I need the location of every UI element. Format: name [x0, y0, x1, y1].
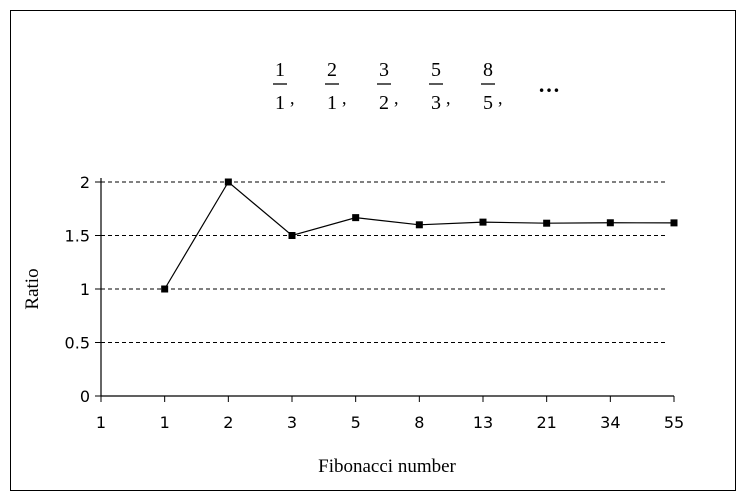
y-tick-label: 0: [80, 387, 90, 406]
chart-frame: [10, 10, 736, 491]
x-tick-label: 5: [351, 413, 361, 432]
data-point: [415, 221, 423, 229]
y-tick-label: 0.5: [65, 334, 90, 353]
x-axis-label: Fibonacci number: [318, 456, 456, 477]
fraction-denominator: 1: [275, 92, 285, 114]
fraction-denominator: 3: [431, 92, 441, 114]
fraction-comma: ,: [394, 88, 399, 108]
x-tick-label: 55: [664, 413, 684, 432]
fraction-comma: ,: [290, 88, 295, 108]
y-tick-label: 1: [80, 280, 90, 299]
axes: [100, 178, 675, 402]
fraction-numerator: 2: [327, 59, 337, 81]
x-tick-label: 2: [223, 413, 233, 432]
fraction-denominator: 2: [379, 92, 389, 114]
title-fraction: 8 5,: [481, 59, 503, 114]
data-point: [352, 214, 360, 222]
title-fraction: 5 3,: [429, 59, 451, 114]
x-tick-label: 34: [600, 413, 620, 432]
fraction-numerator: 1: [275, 59, 285, 81]
x-tick-labels: 1 1 2 3 5 8 13 21 34 55: [96, 413, 684, 432]
data-point: [288, 232, 296, 239]
title-fraction: 2 1,: [325, 59, 347, 114]
data-point: [161, 285, 169, 293]
y-tick-label: 1.5: [65, 227, 90, 246]
y-axis-label: Ratio: [22, 268, 43, 309]
x-tick-label: 3: [287, 413, 297, 432]
title-fraction: 1 1,: [273, 59, 295, 114]
data-point: [479, 218, 487, 226]
x-tick-label: 13: [473, 413, 493, 432]
title-fraction: 3 2,: [377, 59, 399, 114]
fraction-numerator: 3: [379, 59, 389, 81]
x-tick-label: 1: [160, 413, 170, 432]
chart-title: 11,21,32,53,85,…: [273, 59, 560, 114]
fraction-comma: ,: [498, 88, 503, 108]
data-point: [543, 219, 551, 227]
fraction-comma: ,: [446, 88, 451, 108]
x-tick-label: 21: [536, 413, 556, 432]
data-point: [670, 219, 678, 227]
x-tick-label: 1: [96, 413, 106, 432]
data-point: [606, 219, 614, 227]
fraction-numerator: 8: [483, 59, 493, 81]
data-points: [161, 178, 678, 293]
data-point: [224, 178, 232, 186]
y-tick-label: 2: [80, 173, 90, 192]
fraction-comma: ,: [342, 88, 347, 108]
fraction-numerator: 5: [431, 59, 441, 81]
x-tick-label: 8: [414, 413, 424, 432]
gridlines: [95, 181, 668, 397]
fraction-denominator: 5: [483, 92, 493, 114]
fraction-denominator: 1: [327, 92, 337, 114]
title-ellipsis: …: [538, 72, 560, 97]
y-tick-labels: 0 0.5 1 1.5 2: [65, 173, 90, 406]
